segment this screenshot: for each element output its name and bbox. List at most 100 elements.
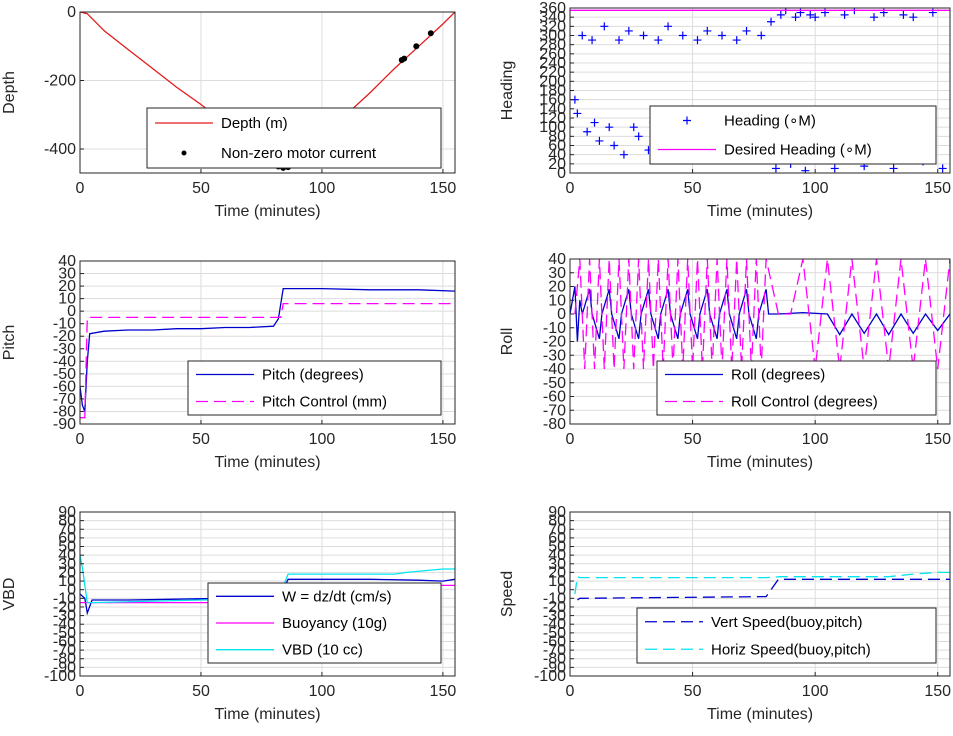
y-tick-label: 50 bbox=[548, 539, 566, 556]
y-axis-label: VBD bbox=[1, 578, 18, 611]
series-heading-0-point bbox=[693, 36, 702, 45]
series-heading-0-point bbox=[732, 36, 741, 45]
y-tick-label: 80 bbox=[548, 128, 566, 145]
x-axis-label: Time (minutes) bbox=[707, 203, 813, 220]
series-heading-0-point bbox=[615, 36, 624, 45]
legend-label: Vert Speed(buoy,pitch) bbox=[711, 614, 862, 631]
y-tick-label: -50 bbox=[53, 625, 76, 642]
axes-frame bbox=[79, 260, 456, 425]
series-heading-0-point bbox=[899, 10, 908, 19]
y-tick-label: -70 bbox=[543, 642, 566, 659]
legend: W = dz/dt (cm/s) Buoyancy (10g) VBD (10 cc… bbox=[207, 582, 442, 664]
y-tick-label: -30 bbox=[53, 608, 76, 625]
legend-label: Pitch Control (mm) bbox=[262, 394, 387, 411]
y-tick-label: -30 bbox=[543, 608, 566, 625]
y-tick-label: 120 bbox=[539, 110, 566, 127]
y-tick-label: -80 bbox=[543, 416, 566, 433]
chart-pitch: 0 50 100 150-90-80-70-60-50-40-30-20-100102… bbox=[1, 253, 456, 471]
x-axis-label: Time (minutes) bbox=[214, 454, 320, 471]
legend-box bbox=[187, 360, 442, 416]
legend-swatch bbox=[683, 116, 691, 125]
series-heading-0-point bbox=[578, 31, 587, 40]
legend-label: Buoyancy (10g) bbox=[282, 615, 387, 632]
y-tick-label: 40 bbox=[58, 547, 76, 564]
x-tick-label: 50 bbox=[192, 180, 210, 197]
y-tick-label: 320 bbox=[539, 18, 566, 35]
y-tick-label: -400 bbox=[44, 141, 76, 158]
y-tick-label: 360 bbox=[539, 0, 566, 17]
series-heading-0-point bbox=[776, 10, 785, 19]
x-tick-label: 50 bbox=[684, 431, 702, 448]
y-tick-label: 0 bbox=[67, 303, 76, 320]
y-tick-label: 0 bbox=[557, 582, 566, 599]
x-tick-label: 100 bbox=[309, 431, 336, 448]
y-tick-label: 60 bbox=[548, 138, 566, 155]
legend: Pitch (degrees) Pitch Control (mm) bbox=[187, 360, 442, 416]
series-heading-0-point bbox=[840, 10, 849, 19]
legend-label: Pitch (degrees) bbox=[262, 367, 364, 384]
y-tick-label: -50 bbox=[53, 366, 76, 383]
y-tick-label: 30 bbox=[58, 556, 76, 573]
y-axis-label: Roll bbox=[499, 328, 516, 356]
series-heading-0-point bbox=[801, 166, 810, 173]
y-tick-label: 0 bbox=[67, 4, 76, 21]
y-tick-label: -60 bbox=[53, 633, 76, 650]
x-tick-label: 0 bbox=[76, 683, 85, 700]
series-speed-1-line bbox=[574, 571, 950, 595]
y-tick-label: -40 bbox=[543, 361, 566, 378]
y-tick-label: -40 bbox=[53, 616, 76, 633]
axes-frame bbox=[79, 11, 456, 174]
x-tick-label: 0 bbox=[76, 180, 85, 197]
y-tick-label: -80 bbox=[53, 651, 76, 668]
x-tick-label: 0 bbox=[566, 683, 575, 700]
x-tick-label: 100 bbox=[309, 683, 336, 700]
x-tick-label: 50 bbox=[192, 683, 210, 700]
y-tick-label: -20 bbox=[543, 334, 566, 351]
series-heading-0-point bbox=[600, 22, 609, 31]
series-heading-0-point bbox=[605, 123, 614, 132]
legend-label: Roll Control (degrees) bbox=[731, 394, 878, 411]
y-tick-label: -70 bbox=[53, 642, 76, 659]
chart-vbd: 0 50 100 150-100-90-80-70-60-50-40-30-20-10… bbox=[1, 504, 456, 723]
legend-swatch bbox=[181, 150, 187, 156]
y-tick-label: 10 bbox=[58, 291, 76, 308]
x-tick-label: 100 bbox=[802, 683, 829, 700]
y-tick-label: 20 bbox=[58, 564, 76, 581]
series-heading-0-point bbox=[703, 26, 712, 35]
y-tick-label: 0 bbox=[557, 306, 566, 323]
y-tick-label: -30 bbox=[543, 347, 566, 364]
series-group bbox=[80, 287, 455, 419]
series-heading-0-point bbox=[718, 31, 726, 40]
y-tick-label: -80 bbox=[53, 403, 76, 420]
series-roll-0-line bbox=[570, 286, 950, 342]
y-tick-label: 90 bbox=[548, 504, 566, 521]
y-tick-label: -10 bbox=[543, 590, 566, 607]
x-tick-label: 50 bbox=[192, 431, 210, 448]
x-tick-label: 150 bbox=[430, 431, 457, 448]
y-tick-label: 80 bbox=[58, 513, 76, 530]
y-tick-label: 300 bbox=[539, 28, 566, 45]
y-tick-label: -100 bbox=[44, 668, 76, 685]
y-axis-label: Pitch bbox=[1, 325, 18, 361]
y-tick-label: -100 bbox=[534, 668, 566, 685]
y-tick-label: 40 bbox=[548, 547, 566, 564]
series-pitch-1-line bbox=[80, 302, 455, 419]
y-tick-label: 0 bbox=[67, 582, 76, 599]
series-heading-0-point bbox=[624, 26, 633, 35]
y-tick-label: -20 bbox=[53, 599, 76, 616]
x-axis-label: Time (minutes) bbox=[707, 706, 813, 723]
y-tick-label: 20 bbox=[58, 278, 76, 295]
x-tick-label: 0 bbox=[566, 180, 575, 197]
series-heading-0-point bbox=[742, 26, 751, 35]
series-heading-0-point bbox=[639, 31, 648, 40]
x-tick-label: 50 bbox=[684, 683, 702, 700]
y-tick-label: 20 bbox=[548, 279, 566, 296]
y-tick-label: -10 bbox=[543, 320, 566, 337]
y-tick-label: -90 bbox=[53, 659, 76, 676]
series-heading-0-point bbox=[590, 118, 599, 127]
y-tick-label: -60 bbox=[543, 633, 566, 650]
y-tick-label: 40 bbox=[548, 147, 566, 164]
y-tick-label: -10 bbox=[53, 590, 76, 607]
y-tick-label: 40 bbox=[548, 251, 566, 268]
